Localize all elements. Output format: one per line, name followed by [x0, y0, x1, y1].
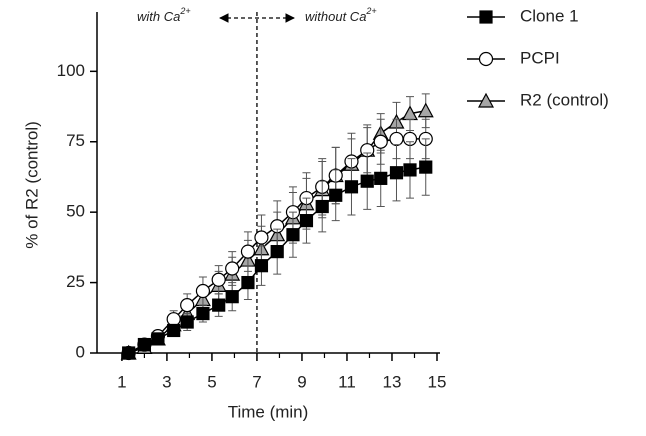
data-point	[389, 166, 404, 180]
legend-marker	[477, 92, 495, 108]
annotation-text: with Ca	[137, 9, 180, 24]
annotation: with Ca2+	[137, 6, 191, 24]
data-point	[329, 188, 343, 202]
data-point	[254, 230, 269, 245]
x-tick-label: 15	[428, 372, 447, 391]
data-point	[270, 245, 284, 259]
y-tick-label: 75	[66, 131, 85, 150]
data-point	[195, 283, 211, 299]
data-point	[180, 298, 195, 313]
data-point	[212, 298, 226, 312]
x-tick-label: 11	[338, 372, 356, 391]
data-point	[403, 163, 417, 177]
data-point	[196, 306, 210, 321]
data-point	[225, 261, 240, 276]
data-point	[389, 131, 404, 147]
legend-label: Clone 1	[520, 6, 579, 25]
data-point	[419, 160, 433, 174]
y-tick-label: 100	[57, 61, 85, 80]
data-point	[360, 174, 374, 188]
data-point	[137, 337, 152, 352]
data-point	[299, 214, 314, 228]
y-tick-label: 50	[66, 202, 85, 221]
y-tick-label: 25	[66, 272, 85, 291]
y-tick-label: 0	[76, 342, 85, 361]
data-point	[166, 312, 181, 327]
data-point	[373, 134, 388, 149]
x-tick-label: 3	[162, 372, 171, 391]
x-tick-label: 7	[252, 372, 261, 391]
x-tick-label: 5	[207, 372, 216, 391]
data-point	[286, 228, 300, 242]
data-point	[211, 272, 226, 287]
data-point	[240, 244, 256, 259]
data-point	[241, 275, 255, 290]
annotation-superscript: 2+	[365, 6, 376, 16]
annotation-superscript: 2+	[179, 6, 190, 16]
x-tick-label: 9	[297, 372, 306, 391]
data-point	[374, 171, 388, 185]
x-tick-label: 1	[117, 372, 126, 391]
x-tick-label: 13	[383, 372, 402, 391]
data-point	[151, 332, 165, 346]
data-point	[417, 102, 434, 118]
data-point	[315, 199, 329, 214]
data-point	[254, 259, 269, 273]
legend-label: PCPI	[520, 48, 560, 67]
annotation-text: without Ca	[305, 9, 366, 24]
data-point	[344, 180, 359, 194]
data-point	[180, 315, 194, 329]
x-axis-title: Time (min)	[228, 402, 309, 421]
data-point	[122, 346, 136, 360]
data-point	[225, 290, 239, 304]
data-point	[167, 323, 181, 338]
legend-marker	[479, 10, 493, 24]
y-axis-title: % of R2 (control)	[22, 121, 41, 249]
legend-label: R2 (control)	[520, 90, 609, 109]
legend-marker	[478, 51, 494, 67]
annotation: without Ca2+	[305, 6, 377, 24]
